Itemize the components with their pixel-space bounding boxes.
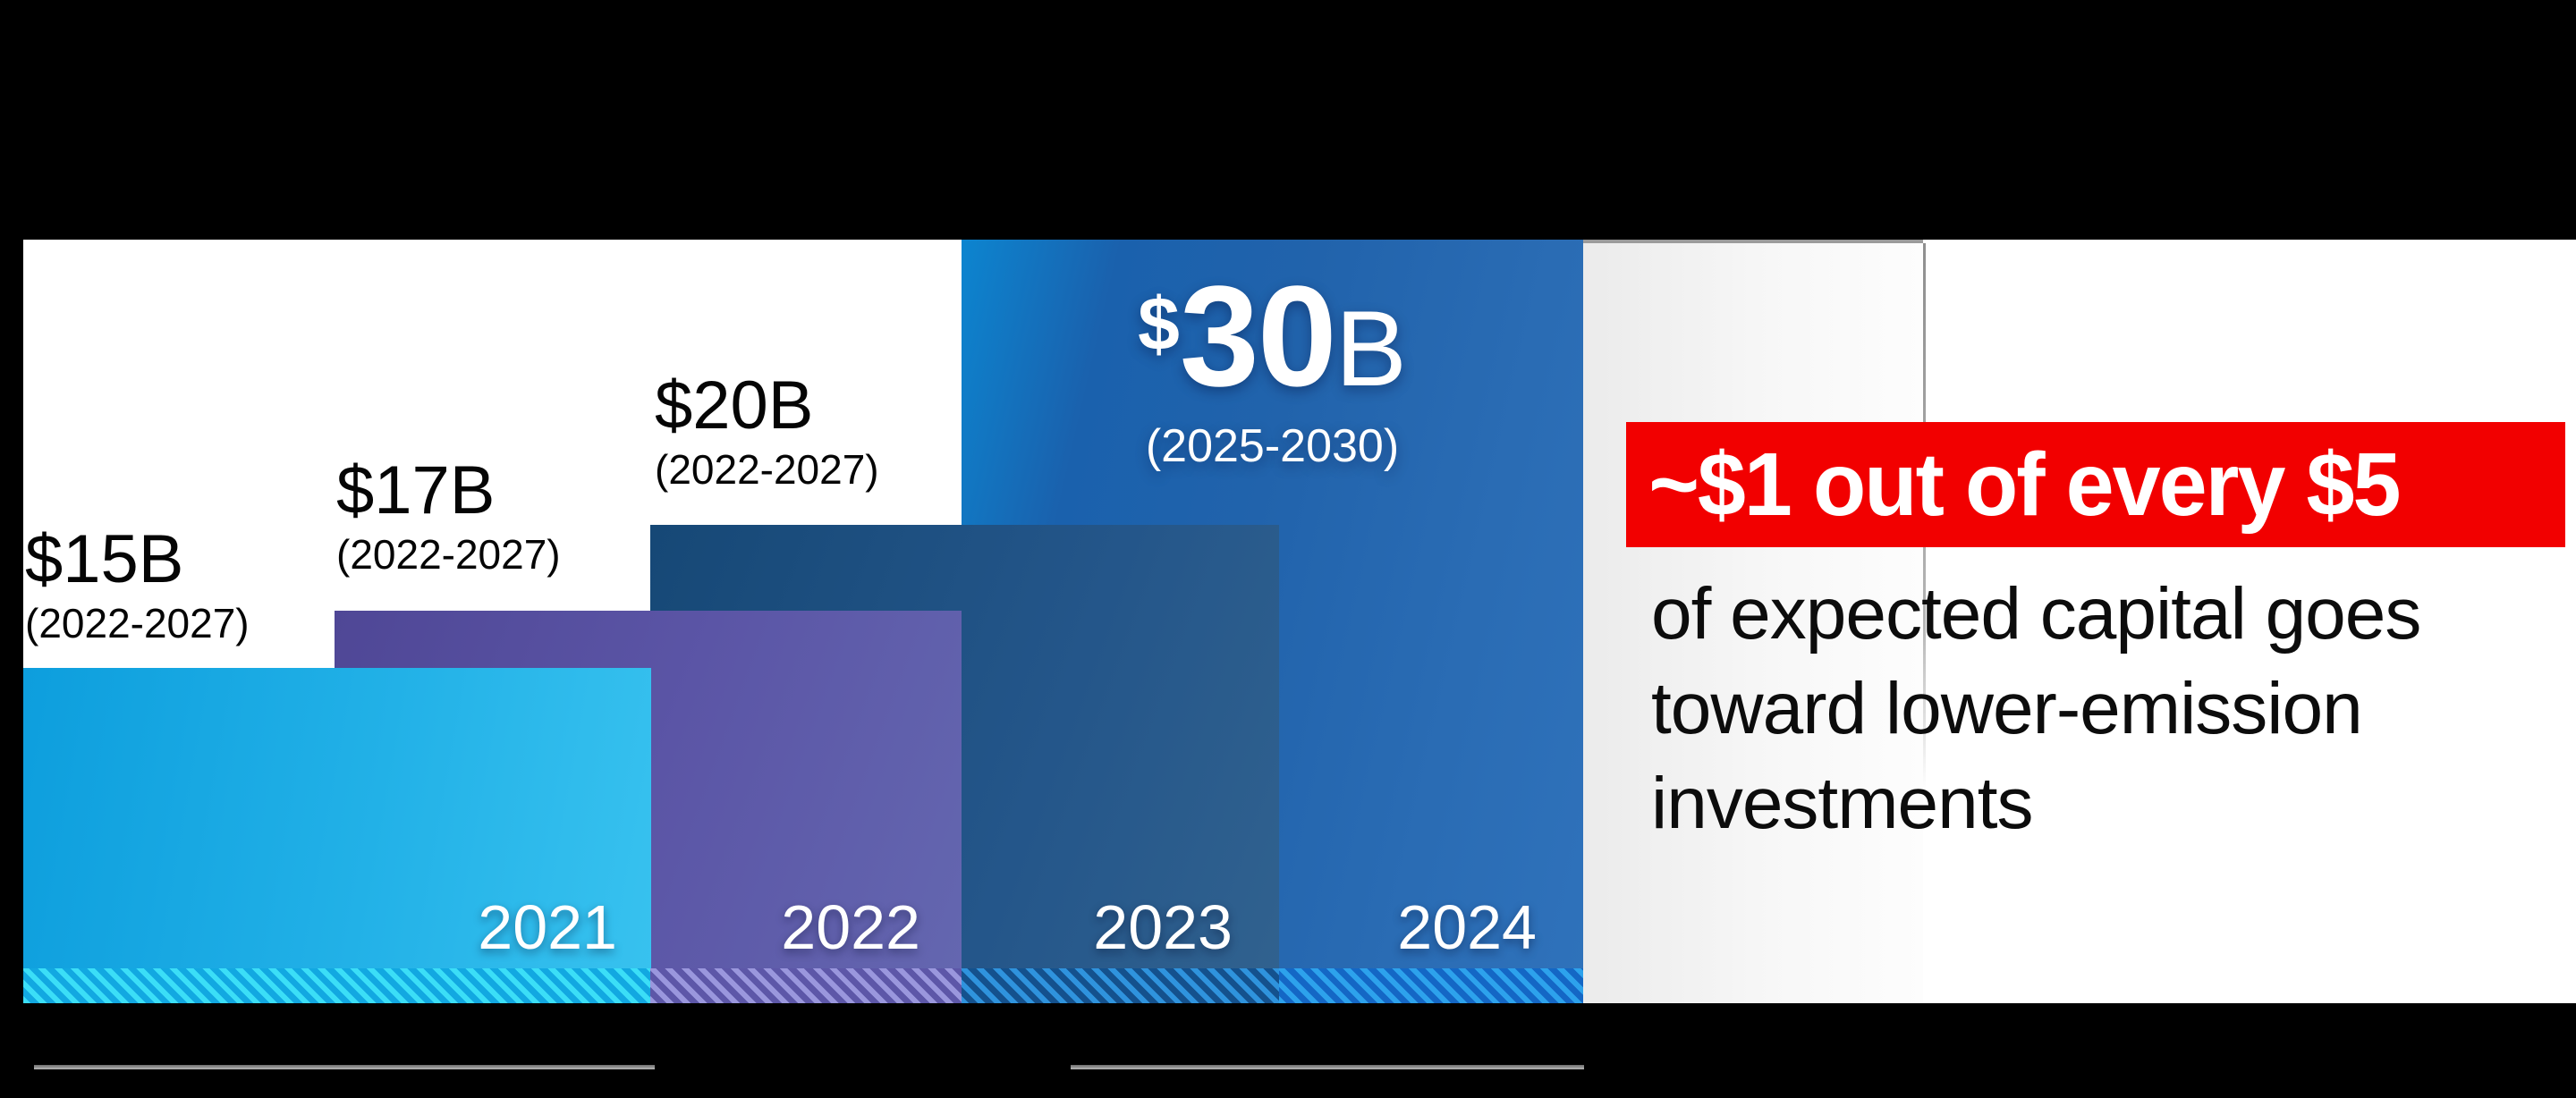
year-label-2022: 2022 xyxy=(781,892,920,962)
callout-line-3: investments xyxy=(1651,763,2034,844)
hatch-strip xyxy=(23,968,1583,1003)
year-label-2021: 2021 xyxy=(478,892,617,962)
period-2023: (2022-2027) xyxy=(655,446,879,493)
amount-2022: $17B xyxy=(336,452,496,528)
period-label-2024: (2025-2030) xyxy=(1145,420,1400,472)
callout-line-2: toward lower-emission xyxy=(1651,668,2363,749)
callout-text: of expected capital goes toward lower-em… xyxy=(1651,567,2421,851)
value-label-2023: $20B (2022-2027) xyxy=(655,372,879,493)
value-label-2021: $15B (2022-2027) xyxy=(25,526,250,646)
amount-2021: $15B xyxy=(25,521,184,597)
hatch-2023 xyxy=(962,968,1279,1003)
value-label-2022: $17B (2022-2027) xyxy=(336,457,561,578)
hatch-2024 xyxy=(1279,968,1583,1003)
year-label-2024: 2024 xyxy=(1397,892,1537,962)
chart-area: $30B (2025-2030) 2024 2023 2022 2021 $15… xyxy=(23,240,2576,1003)
white-card xyxy=(1583,240,1926,1003)
highlight-banner: ~$1 out of every $5 xyxy=(1626,422,2565,547)
value-label-2024: $30B (2025-2030) xyxy=(962,265,1583,473)
hatch-2021 xyxy=(23,968,650,1003)
callout-line-1: of expected capital goes xyxy=(1651,573,2421,655)
amount-number: 30 xyxy=(1179,256,1337,416)
hatch-2022 xyxy=(650,968,962,1003)
bar-2021: 2021 xyxy=(23,668,651,1003)
year-label-2023: 2023 xyxy=(1093,892,1233,962)
amount-2023: $20B xyxy=(655,367,814,443)
highlight-text: ~$1 out of every $5 xyxy=(1648,435,2401,535)
period-2022: (2022-2027) xyxy=(336,531,561,578)
amount-suffix: B xyxy=(1335,289,1407,409)
footnote-rule-left xyxy=(34,1065,655,1069)
dollar-sign: $ xyxy=(1138,282,1180,366)
footnote-rule-right xyxy=(1071,1065,1584,1069)
period-2021: (2022-2027) xyxy=(25,600,250,646)
